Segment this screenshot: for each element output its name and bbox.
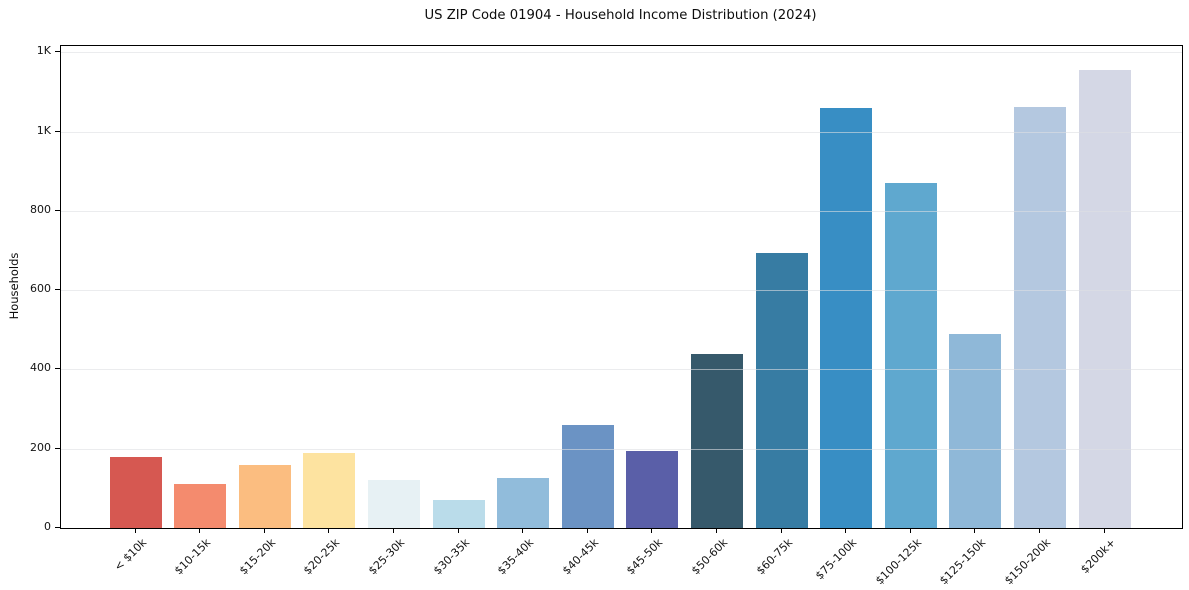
x-tick-label: $100-125k [873, 536, 925, 588]
x-tick-mark [781, 528, 782, 533]
bar-$45-50k [626, 451, 679, 528]
y-tick-label: 400 [30, 361, 51, 374]
y-tick-label: 200 [30, 441, 51, 454]
gridline-1000 [61, 132, 1182, 133]
gridline-600 [61, 290, 1182, 291]
bar-$150-200k [1013, 107, 1066, 528]
bar-$35-40k [497, 478, 550, 528]
x-tick-mark [393, 528, 394, 533]
y-tick-mark [55, 210, 60, 211]
y-tick-mark [55, 51, 60, 52]
x-tick-label: $45-50k [623, 536, 666, 578]
x-tick-label: $125-150k [937, 536, 989, 588]
x-tick-mark [587, 528, 588, 533]
x-tick-mark [328, 528, 329, 533]
x-tick-mark [845, 528, 846, 533]
x-tick-label: $15-20k [236, 536, 279, 578]
x-tick-label: $10-15k [171, 536, 214, 578]
x-tick-label: $200k+ [1078, 536, 1119, 577]
y-tick-label: 1K [36, 124, 51, 137]
x-tick-label: $30-35k [430, 536, 473, 578]
x-tick-mark [974, 528, 975, 533]
x-tick-label: $60-75k [753, 536, 796, 578]
x-tick-label: $20-25k [300, 536, 343, 578]
x-tick-mark [522, 528, 523, 533]
x-tick-mark [716, 528, 717, 533]
y-tick-mark [55, 448, 60, 449]
gridline-1200 [61, 52, 1182, 53]
bar-$30-35k [432, 500, 485, 528]
chart-title: US ZIP Code 01904 - Household Income Dis… [424, 8, 817, 23]
plot-area [60, 45, 1183, 529]
gridline-200 [61, 449, 1182, 450]
y-tick-label: 1K [36, 44, 51, 57]
gridline-800 [61, 211, 1182, 212]
bar-$20-25k [303, 453, 356, 528]
bar-< $10k [109, 457, 162, 528]
x-tick-mark [651, 528, 652, 533]
x-tick-label: $35-40k [494, 536, 537, 578]
x-tick-mark [135, 528, 136, 533]
bar-$200k+ [1078, 70, 1131, 528]
x-tick-label: $150-200k [1002, 536, 1054, 588]
y-tick-mark [55, 368, 60, 369]
y-tick-mark [55, 289, 60, 290]
bar-$100-125k [884, 183, 937, 528]
x-tick-mark [1039, 528, 1040, 533]
x-tick-mark [1104, 528, 1105, 533]
x-tick-label: $50-60k [688, 536, 731, 578]
x-tick-label: $75-100k [812, 536, 860, 583]
bar-$75-100k [820, 108, 873, 528]
bar-$10-15k [174, 484, 227, 528]
gridline-400 [61, 369, 1182, 370]
y-tick-mark [55, 527, 60, 528]
bar-$125-150k [949, 334, 1002, 528]
x-tick-mark [910, 528, 911, 533]
y-tick-mark [55, 131, 60, 132]
bar-$40-45k [561, 425, 614, 528]
x-tick-mark [264, 528, 265, 533]
x-tick-label: $40-45k [559, 536, 602, 578]
bar-$60-75k [755, 253, 808, 528]
bar-$50-60k [690, 354, 743, 528]
x-tick-mark [458, 528, 459, 533]
bar-$25-30k [367, 480, 420, 528]
y-tick-label: 600 [30, 282, 51, 295]
x-tick-mark [199, 528, 200, 533]
y-tick-label: 800 [30, 203, 51, 216]
bar-$15-20k [238, 465, 291, 528]
x-tick-label: $25-30k [365, 536, 408, 578]
y-tick-label: 0 [44, 520, 51, 533]
x-tick-label: < $10k [111, 536, 150, 574]
